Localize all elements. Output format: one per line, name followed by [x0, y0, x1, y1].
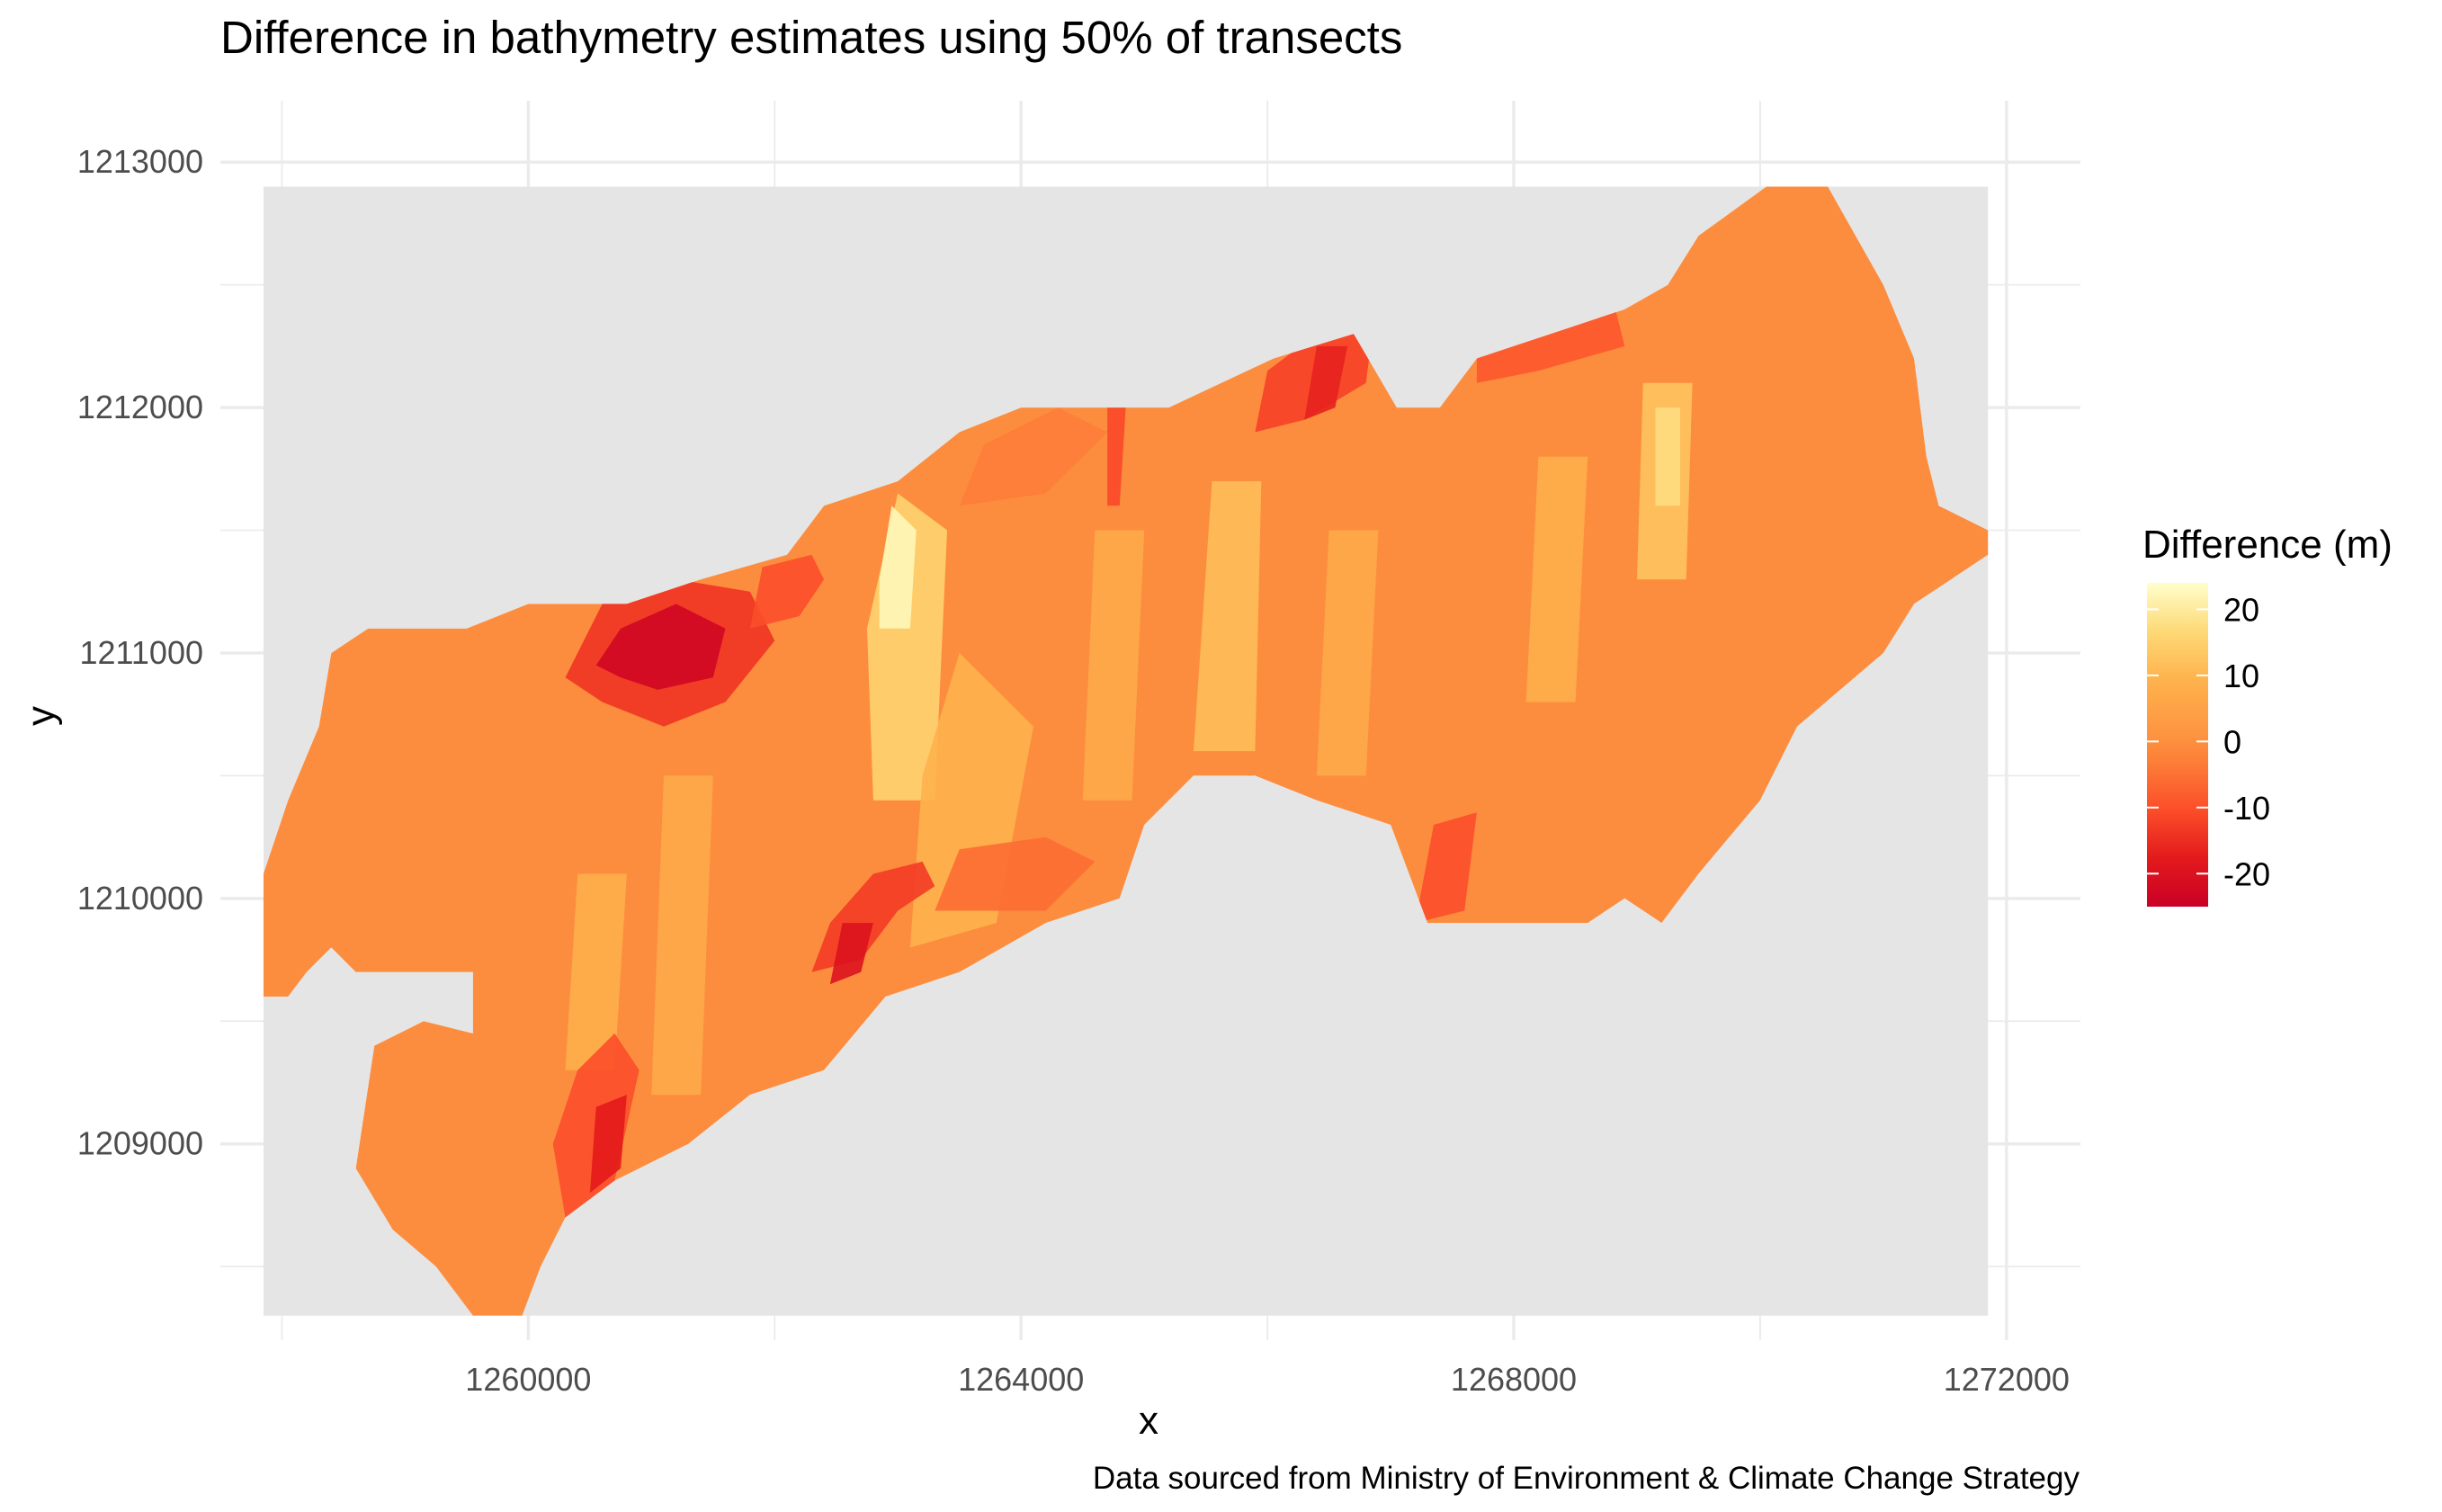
legend-title: Difference (m)	[2142, 523, 2393, 567]
x-tick-label: 1272000	[1944, 1361, 2070, 1398]
caption: Data sourced from Ministry of Environmen…	[1093, 1461, 2080, 1496]
legend-colorbar	[2147, 583, 2208, 907]
y-tick-labels: 1209000 1210000 1211000 1212000 1213000	[77, 143, 203, 1161]
region-patch-x1262800-core	[829, 923, 873, 985]
x-tick-labels: 1260000 1264000 1268000 1272000	[465, 1361, 2070, 1398]
region-peak-x1263000	[879, 505, 917, 629]
region-patch-x1263500	[935, 837, 1096, 911]
legend-ticks: 20 10 0 -10 -20	[2147, 591, 2270, 892]
legend-tick-label: 20	[2223, 591, 2259, 628]
region-patch-x1263800	[959, 407, 1108, 506]
region-band-x1261200	[651, 775, 713, 1096]
legend-tick-label: 0	[2223, 723, 2241, 760]
region-patch-x1260700-core	[589, 1095, 627, 1194]
region-band-x1265600	[1193, 481, 1262, 752]
legend-tick-label: 10	[2223, 658, 2259, 694]
x-tick-label: 1260000	[465, 1361, 591, 1398]
region-patch-x1261100-low	[595, 604, 726, 690]
legend-tick-label: -20	[2223, 855, 2270, 892]
y-tick-label: 1211000	[80, 634, 203, 671]
region-band-x1268300	[1525, 456, 1588, 702]
region-patch-x1264800	[1107, 407, 1126, 506]
x-tick-label: 1268000	[1451, 1361, 1577, 1398]
data-layer	[263, 186, 1989, 1316]
y-axis-label: y	[19, 706, 63, 726]
y-tick-label: 1212000	[77, 389, 203, 425]
region-patch-x1262000	[749, 554, 825, 629]
region-patch-x1267400	[1415, 812, 1477, 924]
region-band-x1264700	[1082, 530, 1145, 801]
region-band-x1260500	[565, 873, 627, 1070]
y-tick-label: 1213000	[77, 143, 203, 180]
region-peak-x1269200	[1655, 407, 1680, 506]
y-tick-label: 1209000	[77, 1125, 203, 1162]
chart-title: Difference in bathymetry estimates using…	[220, 12, 1402, 63]
y-tick-label: 1210000	[77, 880, 203, 917]
legend-tick-label: -10	[2223, 790, 2270, 827]
region-band-x1266600	[1316, 530, 1379, 776]
x-tick-label: 1264000	[958, 1361, 1084, 1398]
x-axis-label: x	[1139, 1399, 1158, 1443]
region-patch-x1266200-core	[1304, 345, 1348, 420]
